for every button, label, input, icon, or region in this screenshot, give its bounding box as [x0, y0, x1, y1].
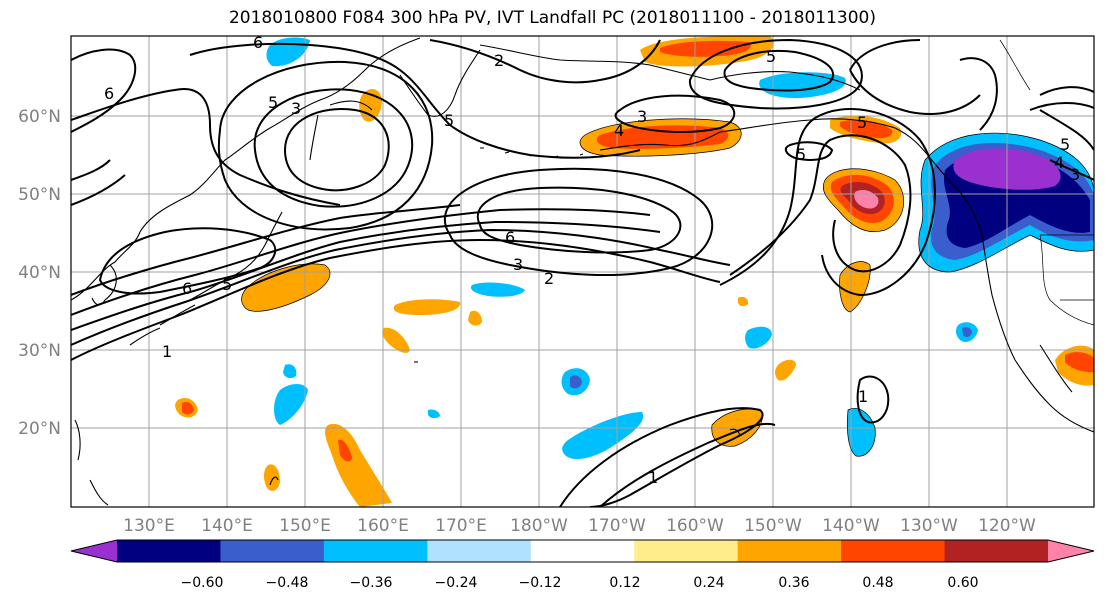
lon-label: 180°W — [510, 516, 568, 536]
lon-label: 170°E — [435, 516, 487, 536]
positive-blob-baja-inner — [1065, 352, 1094, 373]
positive-anomaly-arctic-inner — [660, 40, 751, 57]
contour-label: 5 — [222, 275, 232, 294]
colorbar-tick-label: 0.12 — [609, 575, 640, 591]
contour-label: 6 — [253, 33, 263, 52]
contour-label: 5 — [268, 93, 278, 112]
latitude-labels: 60°N 50°N 40°N 30°N 20°N — [18, 107, 61, 439]
political-borders — [999, 39, 1094, 326]
negative-blob-2 — [283, 364, 297, 379]
lon-label: 140°E — [201, 516, 253, 536]
colorbar-tick-label: 0.36 — [778, 575, 809, 591]
colorbar-segment — [634, 540, 739, 562]
shading-outlines — [241, 118, 1094, 457]
colorbar-tick-label: 0.60 — [947, 575, 978, 591]
positive-blob-1 — [393, 299, 461, 315]
positive-blob-6-inner — [338, 439, 352, 462]
lon-label: 150°E — [279, 516, 331, 536]
contour-label: 3 — [513, 255, 523, 274]
negative-blob-5 — [562, 412, 644, 460]
positive-blob-9 — [839, 261, 871, 312]
coastlines — [71, 37, 1094, 506]
contour-label: 2 — [544, 269, 554, 288]
contour-label: 5 — [1060, 135, 1070, 154]
lon-label: 130°E — [123, 516, 175, 536]
positive-anomaly-gulf-peak — [854, 190, 879, 209]
lon-label: 160°W — [666, 516, 724, 536]
negative-blob-4-inner — [570, 375, 582, 389]
map-frame — [70, 35, 1095, 508]
lon-label: 170°W — [588, 516, 646, 536]
colorbar-extend-left — [71, 540, 117, 562]
lon-label: 130°W — [900, 516, 958, 536]
lat-label: 60°N — [18, 107, 61, 127]
colorbar-tick-label: −0.48 — [266, 575, 309, 591]
colorbar-segment — [530, 540, 635, 562]
colorbar-segment — [220, 540, 325, 562]
contour-label: 1 — [162, 342, 172, 361]
colorbar-tick-label: −0.36 — [350, 575, 393, 591]
contour-label: 6 — [182, 279, 192, 298]
lon-label: 120°W — [978, 516, 1036, 536]
lat-label: 20°N — [18, 419, 61, 439]
lat-label: 50°N — [18, 185, 61, 205]
colorbar-tick-label: −0.24 — [435, 575, 478, 591]
pv-contours — [71, 38, 1094, 507]
graticule — [71, 36, 1094, 507]
negative-anomaly-arctic — [759, 72, 846, 99]
contour-label: 4 — [614, 121, 624, 140]
contour-label: 1 — [858, 387, 868, 406]
colorbar-tick-label: 0.24 — [693, 575, 724, 591]
colorbar-tick-label: −0.60 — [181, 575, 224, 591]
contour-label-group: 6 6 5 3 2 5 4 3 5 5 5 6 3 2 6 5 1 1 1 5 … — [104, 33, 1080, 487]
colorbar-extend-right — [1048, 540, 1094, 562]
positive-blob-5 — [263, 464, 280, 491]
positive-anomaly-japan — [241, 263, 330, 312]
colorbar-tick-labels: −0.60 −0.48 −0.36 −0.24 −0.12 0.12 0.24 … — [181, 575, 979, 591]
colorbar-segment — [323, 540, 428, 562]
negative-blob-9 — [428, 409, 440, 419]
colorbar-segment — [427, 540, 532, 562]
contour-label: 4 — [1054, 153, 1064, 172]
negative-blob-7 — [847, 408, 876, 457]
lat-label: 40°N — [18, 263, 61, 283]
colorbar-segment — [944, 540, 1049, 562]
lon-label: 160°E — [357, 516, 409, 536]
map-title: 2018010800 F084 300 hPa PV, IVT Landfall… — [228, 8, 876, 28]
colorbar-segment — [737, 540, 842, 562]
negative-blob-1 — [470, 282, 525, 297]
positive-blob-2 — [382, 327, 410, 353]
colorbar-tick-label: 0.48 — [862, 575, 893, 591]
contour-label: 3 — [1070, 165, 1080, 184]
positive-blob-3 — [468, 310, 482, 326]
colorbar-segment — [841, 540, 946, 562]
contour-label: 1 — [648, 468, 658, 487]
lon-label: 150°W — [744, 516, 802, 536]
colorbar-outline — [70, 539, 1095, 563]
contour-label: 5 — [857, 113, 867, 132]
colorbar-segment — [117, 540, 221, 562]
colorbar-tick-label: −0.12 — [519, 575, 562, 591]
lat-label: 30°N — [18, 341, 61, 361]
negative-blob-3 — [274, 384, 308, 425]
contour-label: 6 — [104, 84, 114, 103]
longitude-labels: 130°E 140°E 150°E 160°E 170°E 180°W 170°… — [123, 516, 1036, 536]
negative-blob-8-inner — [962, 327, 972, 338]
colorbar — [70, 539, 1095, 563]
lon-label: 140°W — [822, 516, 880, 536]
contour-label: 3 — [291, 99, 301, 118]
contour-label: 2 — [494, 51, 504, 70]
negative-blob-6 — [745, 326, 772, 349]
contour-label: 5 — [444, 111, 454, 130]
positive-blob-4-inner — [182, 401, 194, 415]
positive-blob-7 — [775, 359, 796, 381]
contour-label: 5 — [796, 145, 806, 164]
contour-label: 3 — [637, 107, 647, 126]
positive-blob-10 — [738, 296, 749, 307]
contour-label: 6 — [505, 228, 515, 247]
contour-label: 5 — [766, 47, 776, 66]
